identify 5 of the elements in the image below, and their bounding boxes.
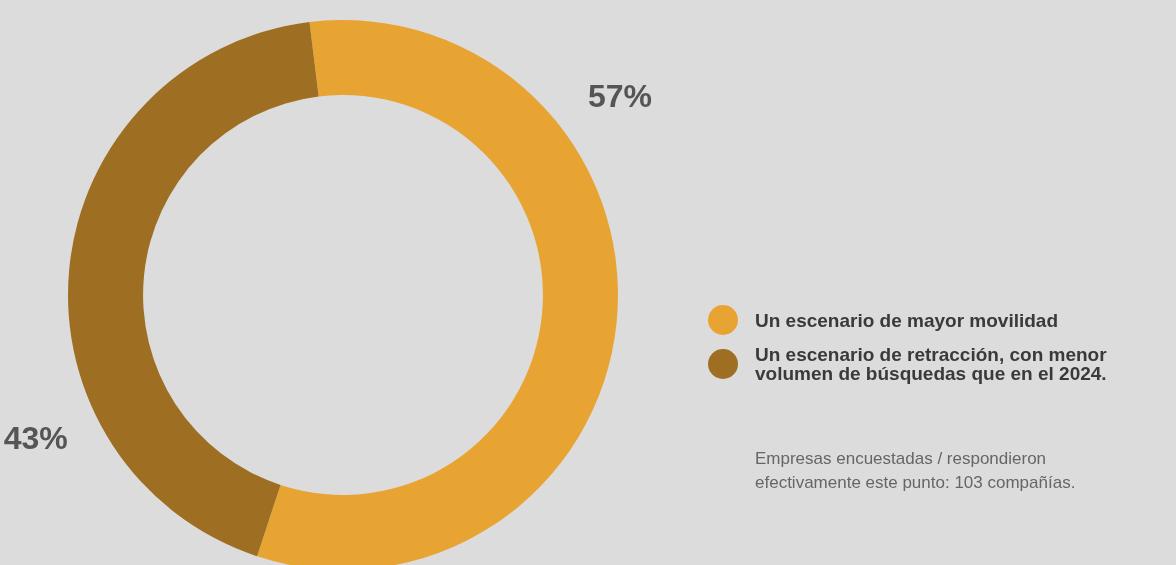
data-label: 43% [3,420,68,457]
legend-label: Un escenario de retracción, con menor volumen de búsquedas que en el 2024. [755,344,1108,384]
data-label: 57% [587,77,653,114]
text: Empresas encuestadas / respondieron efectivamente este punto: 103 compañías. [755,448,1077,494]
legend-label: Un escenario de mayor movilidad [755,309,1059,331]
